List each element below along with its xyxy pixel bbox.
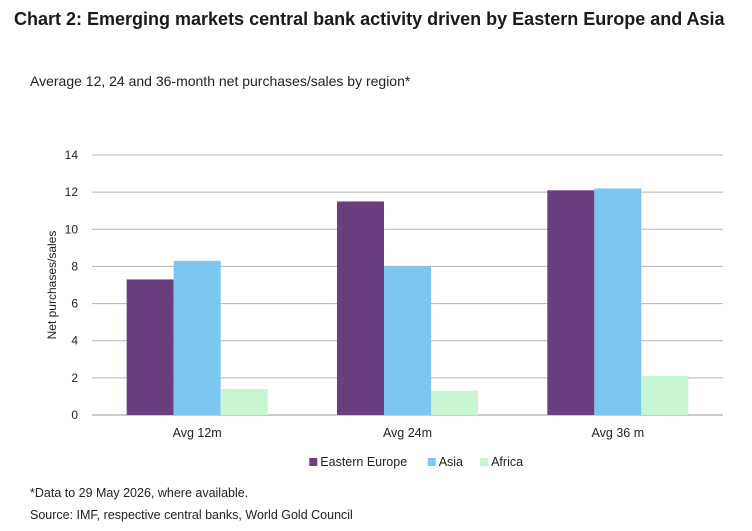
legend-label: Eastern Europe: [320, 455, 407, 469]
legend-swatch: [480, 458, 489, 466]
bar: [337, 201, 384, 415]
bar: [594, 188, 642, 415]
y-tick-label: 0: [71, 408, 78, 422]
y-tick-label: 8: [71, 259, 78, 273]
source-note: Source: IMF, respective central banks, W…: [30, 508, 353, 522]
x-category-label: Avg 24m: [383, 426, 432, 440]
bar: [173, 260, 221, 415]
y-tick-label: 12: [65, 185, 79, 199]
bar: [547, 190, 595, 415]
y-tick-label: 2: [71, 371, 78, 385]
y-tick-label: 14: [65, 148, 79, 162]
legend-swatch: [427, 458, 436, 466]
legend-swatch: [309, 458, 318, 466]
y-axis-label: Net purchases/sales: [45, 231, 59, 340]
y-tick-label: 4: [71, 334, 78, 348]
chart-subtitle: Average 12, 24 and 36-month net purchase…: [30, 73, 411, 89]
chart-title: Chart 2: Emerging markets central bank a…: [14, 9, 725, 29]
bar: [220, 389, 268, 415]
legend-label: Africa: [491, 455, 523, 469]
bar-chart: 0 2 4 6 8 10 12 14 Net purchases/sales Avg 12m Avg…: [45, 148, 723, 469]
bar: [431, 390, 478, 415]
x-category-label: Avg 12m: [173, 426, 222, 440]
bar: [641, 376, 689, 415]
y-tick-label: 10: [65, 222, 79, 236]
footnote: *Data to 29 May 2026, where available.: [30, 486, 249, 500]
y-tick-label: 6: [71, 297, 78, 311]
bar: [126, 279, 174, 415]
bar: [384, 266, 431, 415]
legend-label: Asia: [439, 455, 463, 469]
x-category-label: Avg 36 m: [592, 426, 645, 440]
